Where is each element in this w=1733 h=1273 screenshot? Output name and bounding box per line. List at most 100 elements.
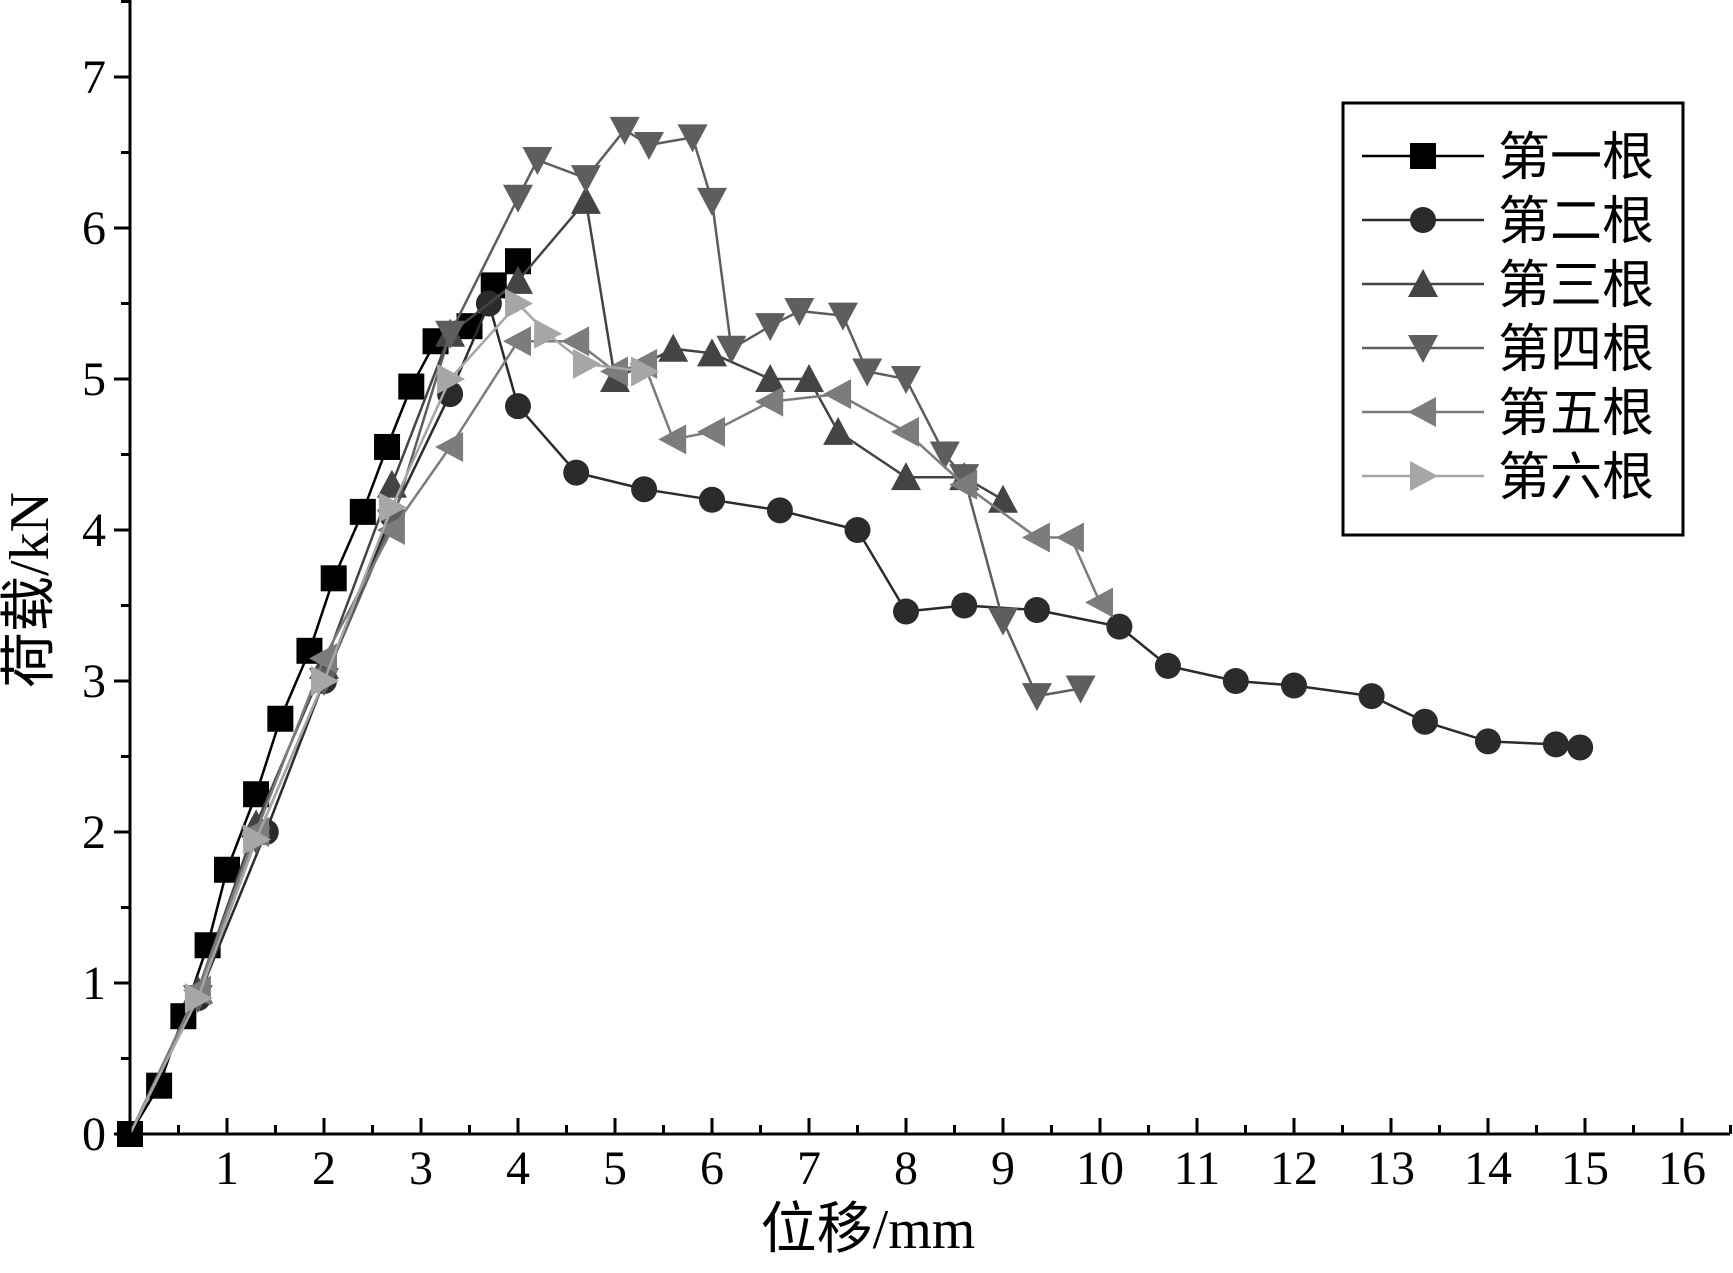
x-tick-label-5: 5: [603, 1142, 627, 1195]
series-2-point: [631, 476, 658, 503]
x-tick-label-15: 15: [1561, 1142, 1609, 1195]
series-1: [117, 248, 531, 1147]
series-4-point: [891, 366, 921, 394]
x-tick-label-8: 8: [894, 1142, 918, 1195]
x-tick-label-7: 7: [797, 1142, 821, 1195]
x-tick-label-11: 11: [1174, 1142, 1220, 1195]
series-5-point: [376, 515, 405, 545]
series-4-point: [570, 165, 601, 194]
series-5-point: [755, 386, 784, 417]
y-tick-label-6: 6: [82, 202, 106, 255]
series-4-point: [697, 187, 727, 216]
series-2-point: [1542, 731, 1569, 758]
legend-box: [1341, 101, 1685, 537]
y-tick-label-4: 4: [82, 504, 106, 557]
x-tick-label-1: 1: [215, 1142, 239, 1195]
series-3-point: [988, 484, 1018, 513]
series-3-point: [658, 333, 689, 362]
series-6: [128, 288, 660, 1135]
series-2-point: [1154, 652, 1181, 679]
series-4-point: [1065, 675, 1096, 704]
legend-label-5: 第五根: [1498, 384, 1654, 444]
series-4-point: [503, 184, 533, 213]
series-5-point: [1055, 522, 1084, 553]
series-5-point: [600, 356, 628, 387]
x-axis-title: 位移/mm: [761, 1199, 976, 1261]
series-1-point: [374, 433, 401, 460]
legend-marker-2: [1410, 207, 1436, 233]
series-2-point: [505, 393, 531, 420]
series-5-point: [658, 424, 687, 455]
series-2-point: [1411, 708, 1438, 735]
series-6-point: [378, 492, 407, 523]
series-5-point: [435, 431, 464, 462]
series-3-point: [891, 462, 921, 491]
series-4-point: [435, 320, 466, 349]
series-4-point: [755, 313, 786, 342]
y-tick-label-5: 5: [82, 353, 106, 406]
series-4: [128, 116, 1096, 1135]
series-1-point: [267, 705, 294, 732]
x-tick-label-10: 10: [1076, 1142, 1124, 1195]
series-4-point: [852, 358, 883, 387]
series-6-point: [243, 824, 272, 855]
series-6-point: [437, 364, 466, 394]
series-5-point: [1021, 522, 1050, 553]
y-tick-label-3: 3: [82, 655, 106, 708]
series-6-point: [572, 348, 601, 379]
series-5-point: [503, 326, 531, 357]
series-1-point: [320, 565, 347, 592]
series-6-line: [128, 302, 645, 1135]
series-1-point: [398, 373, 425, 400]
series-4-point: [988, 607, 1018, 636]
x-tick-label-12: 12: [1270, 1142, 1318, 1195]
series-2-point: [1358, 683, 1385, 710]
legend-label-1: 第一根: [1498, 128, 1654, 188]
series-5-point: [561, 326, 590, 357]
origin-label: 0: [82, 1108, 106, 1161]
legend-label-3: 第三根: [1498, 256, 1654, 316]
legend-marker-1: [1410, 143, 1436, 169]
x-tick-label-6: 6: [700, 1142, 724, 1195]
y-tick-label-1: 1: [82, 957, 106, 1010]
series-6-point: [184, 983, 213, 1014]
series-4-point: [1021, 683, 1052, 712]
x-tick-label-14: 14: [1464, 1142, 1512, 1195]
legend-marker-6: [1410, 461, 1438, 491]
series-2-point: [1567, 734, 1594, 761]
series-4-line: [128, 128, 1081, 1135]
series-6-point: [534, 318, 563, 349]
series-2-point: [1475, 728, 1501, 755]
series-3-point: [794, 364, 824, 392]
x-tick-label-16: 16: [1658, 1142, 1706, 1195]
series-5-point: [1085, 587, 1113, 618]
series-4-point: [716, 335, 747, 364]
series-6-point: [311, 666, 339, 696]
legend-marker-4: [1408, 335, 1438, 363]
series-5-point: [891, 416, 919, 447]
y-tick-label-2: 2: [82, 806, 106, 859]
legend-marker-5: [1408, 397, 1436, 427]
series-4-point: [784, 298, 815, 327]
legend-label-2: 第二根: [1498, 192, 1654, 252]
series-4-point: [929, 441, 960, 470]
series-2-point: [766, 497, 793, 524]
series-3: [128, 185, 1018, 1135]
series-5-point: [949, 469, 978, 500]
series-1-point: [349, 498, 376, 525]
series-2-point: [951, 592, 978, 619]
legend-label-4: 第四根: [1498, 320, 1654, 380]
series-4-point: [633, 131, 664, 160]
series-4-point: [827, 302, 858, 331]
series-3-point: [697, 338, 727, 367]
series-3-point: [823, 416, 854, 445]
series-2-point: [1222, 668, 1249, 694]
series-2-point: [893, 598, 919, 625]
x-tick-label-13: 13: [1367, 1142, 1415, 1195]
series-2-point: [563, 459, 590, 486]
series-5-point: [823, 379, 852, 410]
series-6-point: [505, 288, 533, 319]
